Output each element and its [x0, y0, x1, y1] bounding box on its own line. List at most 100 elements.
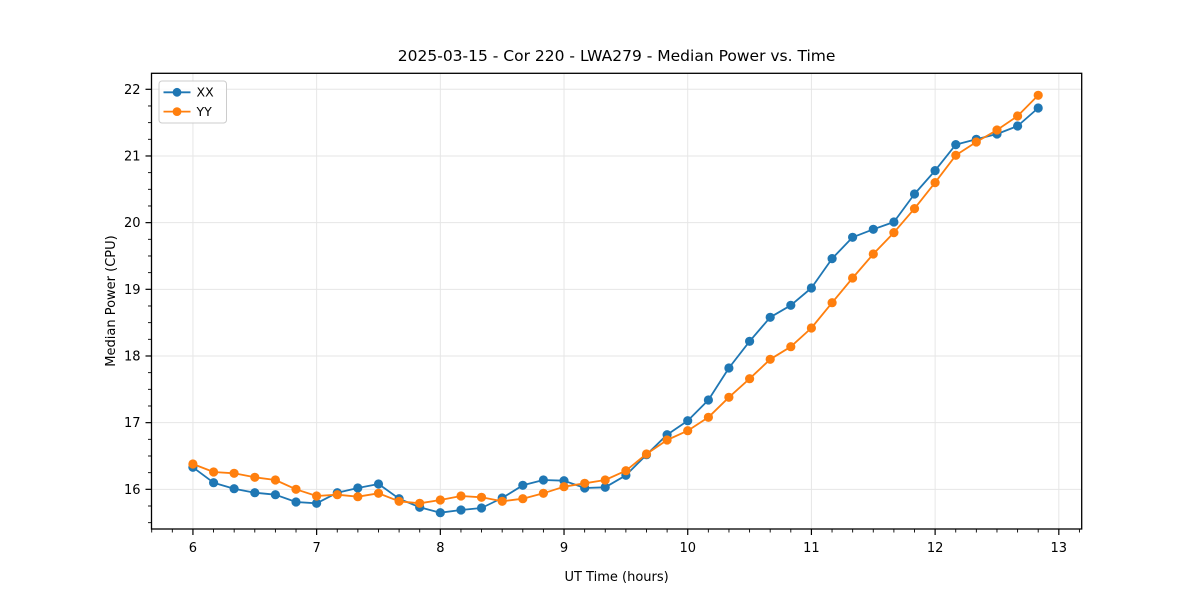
data-point-yy	[394, 496, 404, 506]
y-tick-label: 16	[124, 483, 141, 498]
data-point-yy	[373, 488, 384, 498]
data-point-yy	[951, 150, 961, 160]
data-point-xx	[1033, 103, 1043, 113]
legend-label-yy: YY	[196, 104, 213, 119]
y-axis-label: Median Power (CPU)	[104, 235, 119, 366]
data-point-yy	[497, 496, 507, 506]
x-tick-label: 11	[803, 541, 820, 556]
data-point-xx	[250, 488, 260, 498]
data-point-xx	[930, 166, 940, 176]
data-point-xx	[889, 217, 899, 227]
data-point-yy	[683, 426, 693, 436]
grid-layer	[151, 73, 1082, 529]
data-point-yy	[538, 488, 549, 498]
legend-label-xx: XX	[197, 85, 215, 100]
data-point-yy	[641, 449, 652, 459]
legend-box	[158, 80, 227, 124]
data-point-xx	[909, 189, 920, 199]
data-point-yy	[992, 125, 1002, 135]
data-point-yy	[209, 467, 219, 477]
y-tick-label: 20	[124, 216, 141, 231]
data-point-xx	[683, 416, 693, 426]
data-point-xx	[1013, 121, 1023, 131]
y-tick-label: 18	[124, 349, 141, 364]
data-point-yy	[971, 137, 981, 147]
legend: XX YY	[158, 80, 227, 124]
data-point-yy	[1033, 90, 1043, 100]
chart-title: 2025-03-15 - Cor 220 - LWA279 - Median P…	[398, 47, 836, 65]
data-point-xx	[848, 232, 858, 242]
data-point-xx	[435, 508, 445, 518]
legend-marker-yy	[172, 107, 182, 116]
data-point-yy	[270, 475, 280, 485]
data-point-xx	[703, 395, 714, 405]
data-point-yy	[909, 204, 920, 214]
x-axis-label: UT Time (hours)	[564, 570, 668, 585]
data-point-yy	[930, 178, 940, 188]
data-point-xx	[518, 480, 528, 490]
data-point-xx	[806, 283, 817, 293]
data-point-xx	[291, 497, 301, 507]
data-point-xx	[868, 224, 878, 234]
plot-border	[150, 72, 1083, 530]
data-point-yy	[476, 492, 487, 502]
data-point-yy	[580, 478, 590, 488]
data-point-yy	[229, 468, 239, 478]
y-tick-label: 21	[124, 149, 141, 164]
data-point-xx	[353, 483, 363, 493]
data-point-yy	[1013, 111, 1023, 121]
data-point-yy	[456, 491, 466, 501]
data-point-yy	[188, 459, 198, 469]
data-point-yy	[724, 392, 734, 402]
data-point-xx	[476, 503, 487, 513]
data-point-yy	[250, 472, 260, 482]
data-point-xx	[745, 336, 755, 346]
data-point-yy	[703, 412, 714, 422]
data-point-yy	[827, 298, 837, 308]
x-tick-label: 12	[927, 541, 944, 556]
data-point-xx	[951, 140, 961, 150]
legend-marker-xx	[172, 87, 182, 97]
data-point-yy	[353, 492, 363, 502]
data-point-yy	[415, 498, 425, 508]
data-point-xx	[600, 482, 610, 492]
data-point-yy	[806, 323, 817, 333]
data-point-xx	[724, 363, 734, 373]
data-point-xx	[786, 300, 796, 310]
data-point-xx	[373, 479, 384, 489]
axes-layer: 6 7 8 9 10 11 12 13 16 17 18 19 20 21 22	[124, 72, 1083, 556]
data-point-yy	[435, 495, 445, 505]
data-point-yy	[889, 228, 899, 238]
data-point-xx	[827, 254, 837, 264]
data-point-xx	[270, 490, 280, 500]
data-point-yy	[662, 435, 672, 445]
y-tick-label: 17	[124, 416, 141, 431]
data-point-yy	[868, 249, 878, 259]
data-point-yy	[291, 484, 301, 494]
x-tick-label: 9	[560, 541, 568, 556]
data-point-xx	[209, 478, 219, 488]
data-point-yy	[765, 354, 775, 364]
data-point-xx	[765, 312, 775, 322]
x-tick-label: 8	[436, 541, 444, 556]
x-tick-label: 6	[189, 541, 197, 556]
data-point-yy	[332, 490, 342, 500]
y-tick-label: 22	[124, 83, 141, 98]
x-tick-label: 7	[312, 541, 320, 556]
data-point-xx	[538, 475, 549, 485]
data-point-yy	[518, 494, 528, 504]
y-tick-label: 19	[124, 283, 141, 298]
series-layer	[188, 90, 1043, 518]
data-point-yy	[621, 466, 631, 476]
data-point-yy	[745, 374, 755, 384]
x-tick-label: 13	[1051, 541, 1068, 556]
data-point-yy	[559, 482, 569, 492]
data-point-xx	[456, 505, 466, 515]
x-tick-label: 10	[679, 541, 696, 556]
data-point-yy	[786, 342, 796, 352]
data-point-xx	[229, 484, 239, 494]
data-point-yy	[600, 475, 610, 485]
data-point-yy	[312, 491, 322, 501]
